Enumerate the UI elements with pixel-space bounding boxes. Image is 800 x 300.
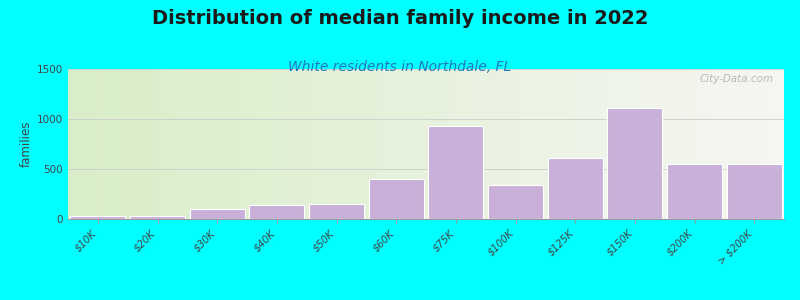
Bar bbox=[667, 164, 722, 219]
Bar bbox=[309, 203, 364, 219]
Text: City-Data.com: City-Data.com bbox=[699, 74, 774, 83]
Text: Distribution of median family income in 2022: Distribution of median family income in … bbox=[152, 9, 648, 28]
Bar bbox=[130, 216, 185, 219]
Bar bbox=[428, 125, 483, 219]
Bar bbox=[548, 158, 602, 219]
Bar bbox=[369, 179, 424, 219]
Bar bbox=[726, 164, 782, 219]
Bar bbox=[190, 208, 245, 219]
Bar bbox=[70, 215, 126, 219]
Text: White residents in Northdale, FL: White residents in Northdale, FL bbox=[288, 60, 512, 74]
Bar bbox=[607, 108, 662, 219]
Bar bbox=[488, 185, 543, 219]
Y-axis label: families: families bbox=[20, 121, 33, 167]
Bar bbox=[250, 205, 304, 219]
